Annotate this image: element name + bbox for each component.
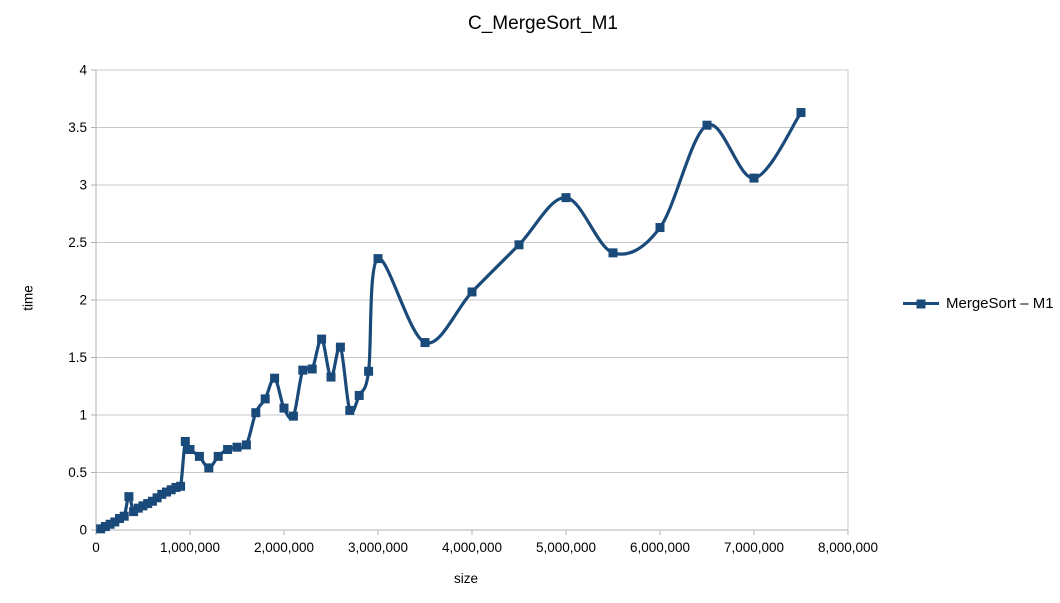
x-tick-label: 2,000,000 xyxy=(254,540,314,555)
data-point-marker xyxy=(307,364,317,374)
data-point-marker xyxy=(185,445,195,454)
data-point-marker xyxy=(194,451,204,461)
data-point-marker xyxy=(105,519,115,529)
data-point-marker xyxy=(138,501,148,511)
data-point-marker xyxy=(152,493,162,503)
data-point-marker xyxy=(115,514,124,523)
data-point-marker xyxy=(561,193,571,203)
legend-marker-icon xyxy=(916,299,926,308)
y-tick-label: 0.5 xyxy=(68,465,87,480)
x-tick-label: 7,000,000 xyxy=(724,540,784,555)
data-point-marker xyxy=(608,248,618,258)
y-axis-title: time xyxy=(20,285,36,311)
chart-title: C_MergeSort_M1 xyxy=(468,13,618,34)
data-point-marker xyxy=(749,173,759,183)
x-tick-label: 1,000,000 xyxy=(160,540,220,555)
legend-label: MergeSort – M1 xyxy=(946,295,1054,312)
y-tick-label: 4 xyxy=(79,63,87,78)
data-point-marker xyxy=(251,408,261,418)
data-point-marker xyxy=(204,463,214,473)
data-point-marker xyxy=(171,482,181,492)
data-point-marker xyxy=(796,108,806,118)
data-point-marker xyxy=(143,499,153,509)
data-point-marker xyxy=(133,503,143,513)
x-tick-label: 8,000,000 xyxy=(818,540,878,555)
y-tick-label: 2 xyxy=(79,293,87,308)
data-point-marker xyxy=(124,492,134,502)
data-point-marker xyxy=(96,524,106,534)
data-point-marker xyxy=(100,522,110,532)
data-point-marker xyxy=(162,487,171,497)
data-point-marker xyxy=(270,373,280,383)
legend: MergeSort – M1 xyxy=(903,295,1054,312)
data-point-marker xyxy=(317,334,327,344)
data-point-marker xyxy=(373,254,383,264)
data-point-marker xyxy=(326,372,336,382)
data-point-marker xyxy=(176,481,186,491)
data-point-marker xyxy=(345,405,355,415)
y-tick-label: 1 xyxy=(79,408,87,423)
data-point-marker xyxy=(241,440,251,450)
data-point-marker xyxy=(298,365,308,375)
x-axis-title: size xyxy=(453,571,479,586)
y-tick-label: 2.5 xyxy=(68,235,87,250)
data-point-marker xyxy=(157,489,167,499)
data-point-marker xyxy=(119,511,129,521)
y-tick-label: 0 xyxy=(79,523,87,538)
y-tick-label: 1.5 xyxy=(68,350,87,365)
data-point-marker xyxy=(223,445,233,454)
data-point-marker xyxy=(655,223,665,233)
x-tick-label: 3,000,000 xyxy=(348,540,408,555)
x-tick-label: 6,000,000 xyxy=(630,540,690,555)
data-point-marker xyxy=(467,287,477,297)
data-point-marker xyxy=(180,436,190,446)
data-point-marker xyxy=(514,240,524,250)
data-point-marker xyxy=(232,442,242,452)
data-point-marker xyxy=(279,403,289,413)
data-point-marker xyxy=(166,485,176,495)
x-tick-label: 4,000,000 xyxy=(442,540,502,555)
data-point-marker xyxy=(420,338,430,348)
data-point-marker xyxy=(354,390,364,400)
legend-line-swatch xyxy=(903,299,939,308)
data-point-marker xyxy=(147,496,157,506)
data-point-marker xyxy=(260,394,270,404)
data-point-marker xyxy=(129,507,139,517)
data-point-marker xyxy=(335,342,345,352)
y-tick-label: 3.5 xyxy=(68,120,87,135)
x-tick-label: 0 xyxy=(92,540,100,555)
data-point-marker xyxy=(288,411,298,421)
data-point-marker xyxy=(110,517,120,527)
x-tick-label: 5,000,000 xyxy=(536,540,596,555)
data-point-marker xyxy=(702,120,712,130)
data-point-marker xyxy=(213,451,223,461)
y-tick-label: 3 xyxy=(79,178,87,193)
data-point-marker xyxy=(364,366,374,376)
